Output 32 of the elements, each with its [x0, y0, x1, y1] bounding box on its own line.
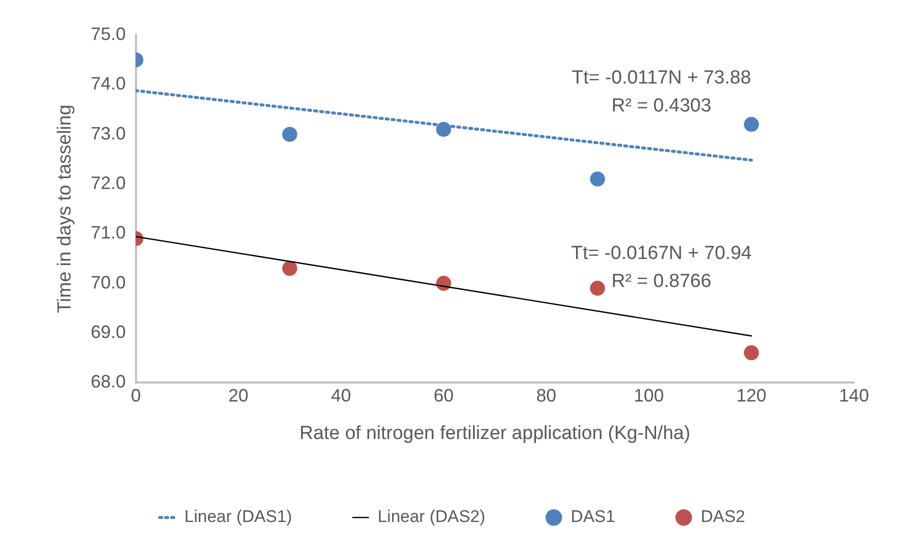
x-tick-label: 20: [228, 385, 248, 406]
x-tick-label: 120: [736, 385, 766, 406]
point: [282, 126, 298, 142]
y-tick-label: 70.0: [90, 272, 126, 292]
legend-label: Linear (DAS2): [378, 507, 486, 526]
legend-label: Linear (DAS1): [184, 507, 292, 526]
x-tick-label: 100: [634, 385, 664, 406]
x-axis-title: Rate of nitrogen fertilizer application (Kg-N/ha): [300, 422, 690, 444]
point: [744, 116, 759, 132]
y-tick-label: 72.0: [90, 172, 126, 193]
point: [282, 260, 298, 276]
annotation: R² = 0.8766: [611, 271, 712, 292]
y-tick-label: 74.0: [90, 74, 126, 94]
point: [744, 345, 759, 360]
y-axis-title: Time in days to tasseling: [54, 104, 76, 313]
y-tick-label: 69.0: [90, 322, 126, 342]
y-tick-label: 71.0: [90, 222, 126, 243]
annotation: R² = 0.4303: [611, 95, 712, 116]
point: [590, 172, 606, 187]
y-tick-label: 75.0: [90, 24, 126, 44]
x-tick-label: 40: [331, 385, 352, 406]
legend-label: DAS1: [570, 507, 616, 526]
x-tick-label: 140: [838, 385, 870, 406]
x-tick-label: 0: [130, 385, 141, 406]
x-tick-label: 60: [434, 385, 454, 406]
annotation: Tt= -0.0167N + 70.94: [571, 243, 752, 264]
y-tick-label: 68.0: [90, 372, 126, 392]
annotation: Tt= -0.0117N + 73.88: [572, 67, 752, 88]
y-tick-label: 73.0: [90, 123, 126, 144]
x-tick-label: 80: [536, 385, 556, 406]
point: [590, 280, 606, 296]
legend-label: DAS2: [700, 507, 746, 526]
